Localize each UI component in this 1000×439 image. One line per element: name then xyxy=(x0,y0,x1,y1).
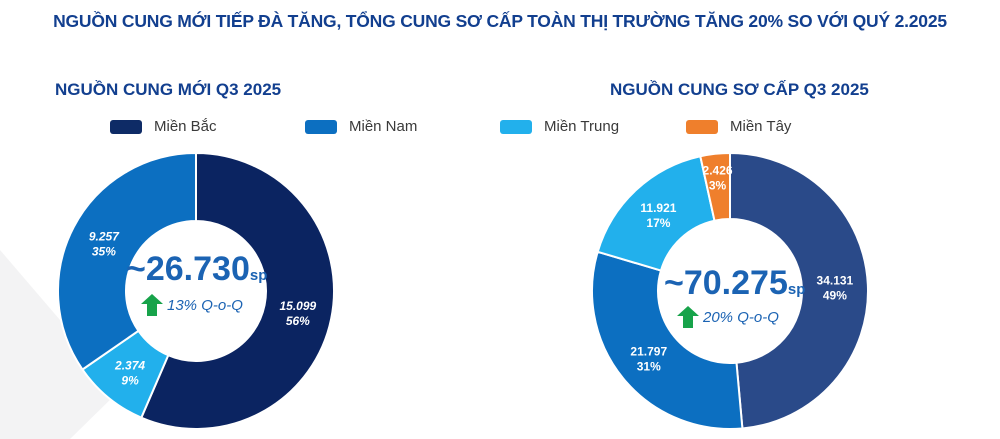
center-value: ~26.730 xyxy=(126,250,250,288)
data-label-value: 21.797 xyxy=(630,345,667,359)
legend-label: Miền Nam xyxy=(349,118,418,135)
data-label-value: 15.099 xyxy=(279,299,316,313)
legend-item-mien-nam: Miền Nam xyxy=(305,118,417,135)
donut-slice-miền-bắc xyxy=(139,151,335,430)
data-label-percent: 31% xyxy=(637,360,661,374)
main-title: NGUỒN CUNG MỚI TIẾP ĐÀ TĂNG, TỔNG CUNG S… xyxy=(53,11,947,31)
legend-swatch xyxy=(110,119,142,134)
chart-title-primary-supply: NGUỒN CUNG SƠ CẤP Q3 2025 xyxy=(610,80,869,99)
donut-slice-miền-trung xyxy=(596,155,716,272)
legend-item-mien-tay: Miền Tây xyxy=(686,118,791,135)
data-label-value: 2.426 xyxy=(703,164,733,178)
data-label-percent: 35% xyxy=(92,245,116,259)
background-decoration xyxy=(0,250,120,439)
center-total-new-supply: ~26.730sp xyxy=(126,250,267,289)
legend-label: Miền Tây xyxy=(730,118,792,135)
growth-new-supply: 13% Q-o-Q xyxy=(141,294,243,316)
data-label-value: 2.374 xyxy=(114,358,145,372)
growth-primary-supply: 20% Q-o-Q xyxy=(677,306,779,328)
center-value: ~70.275 xyxy=(664,264,788,302)
donut-slice-miền-tây xyxy=(699,151,731,222)
data-label-percent: 17% xyxy=(646,216,670,230)
legend-item-mien-bac: Miền Bắc xyxy=(110,118,217,135)
center-unit: sp xyxy=(787,281,806,298)
data-label-value: 9.257 xyxy=(89,230,120,244)
up-arrow-icon xyxy=(677,306,699,328)
data-label-value: 11.921 xyxy=(640,201,676,215)
donut-slice-miền-nam xyxy=(57,151,197,371)
center-total-primary-supply: ~70.275sp xyxy=(664,264,805,303)
data-label-percent: 56% xyxy=(286,314,310,328)
data-label-percent: 3% xyxy=(709,179,727,193)
legend-label: Miền Bắc xyxy=(154,118,217,135)
up-arrow-icon xyxy=(141,294,163,316)
donut-slice-miền-nam xyxy=(591,250,744,430)
legend-swatch xyxy=(500,119,532,134)
donut-slice-miền-bắc xyxy=(729,151,869,430)
chart-title-new-supply: NGUỒN CUNG MỚI Q3 2025 xyxy=(55,80,282,99)
data-label-percent: 49% xyxy=(823,288,847,302)
data-label-percent: 9% xyxy=(121,373,139,387)
legend-label: Miền Trung xyxy=(544,118,620,135)
legend-item-mien-trung: Miền Trung xyxy=(500,118,619,135)
center-unit: sp xyxy=(249,267,268,284)
data-label-value: 34.131 xyxy=(817,273,854,287)
legend-swatch xyxy=(686,119,718,134)
growth-text: 20% Q-o-Q xyxy=(703,308,779,326)
growth-text: 13% Q-o-Q xyxy=(167,296,243,314)
legend-swatch xyxy=(305,119,337,134)
legend: Miền Bắc Miền Nam Miền Trung Miền Tây xyxy=(0,118,1000,142)
